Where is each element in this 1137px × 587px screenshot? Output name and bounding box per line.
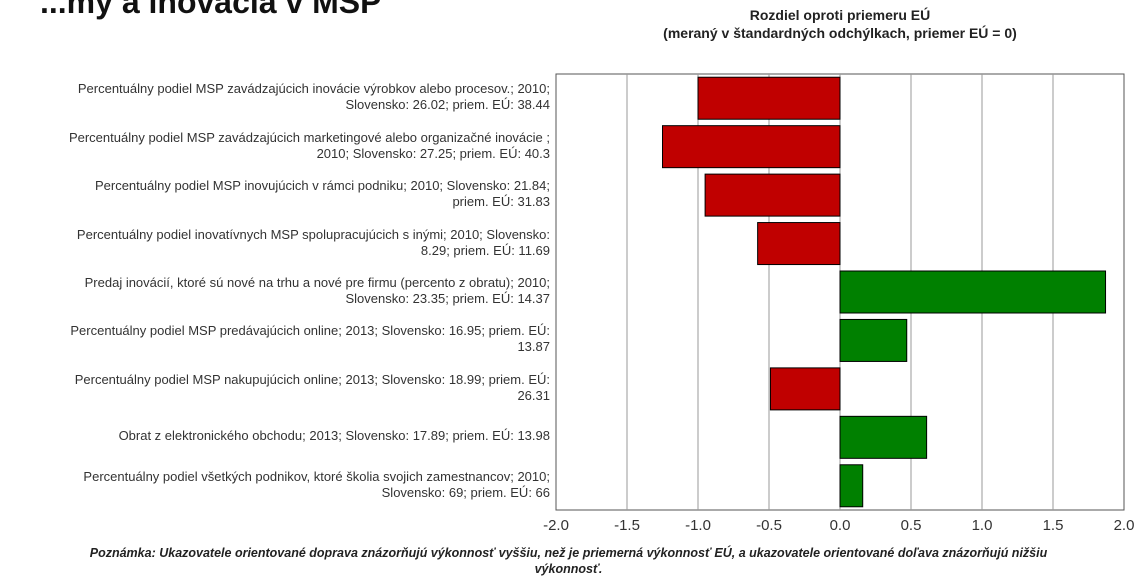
- chart-subtitle: (meraný v štandardných odchýlkach, priem…: [663, 25, 1017, 41]
- bar: [839, 318, 908, 362]
- category-label-line: Slovensko: 26.02; priem. EÚ: 38.44: [345, 97, 550, 113]
- category-label-line: Percentuálny podiel MSP nakupujúcich onl…: [74, 371, 550, 387]
- chart-note: Poznámka: Ukazovatele orientované doprav…: [0, 545, 1137, 577]
- category-label-line: 2010; Slovensko: 27.25; priem. EÚ: 40.3: [316, 145, 550, 161]
- category-label-line: Percentuálny podiel MSP predávajúcich on…: [70, 323, 550, 339]
- category-label-line: 13.87: [517, 339, 550, 355]
- category-label-line: priem. EÚ: 31.83: [452, 194, 550, 210]
- x-tick-label: -0.5: [756, 517, 782, 534]
- x-tick-label: -1.5: [614, 517, 640, 534]
- category-label-line: 26.31: [517, 387, 550, 403]
- bar: [697, 76, 841, 120]
- x-tick-label: 0.0: [829, 517, 851, 534]
- bar: [839, 415, 928, 459]
- bar: [757, 222, 841, 266]
- note-line-1: Poznámka: Ukazovatele orientované doprav…: [89, 546, 1048, 560]
- category-label-line: 8.29; priem. EÚ: 11.69: [420, 242, 550, 258]
- category-label: Percentuálny podiel inovatívnych MSP spo…: [0, 227, 550, 259]
- category-label-line: Percentuálny podiel MSP inovujúcich v rá…: [94, 178, 550, 194]
- category-label: Percentuálny podiel MSP inovujúcich v rá…: [0, 178, 550, 210]
- category-label: Predaj inovácií, ktoré sú nové na trhu a…: [0, 275, 550, 307]
- category-label: Obrat z elektronického obchodu; 2013; Sl…: [0, 428, 550, 444]
- cropped-heading: ...my a inovácia v MSP: [40, 0, 382, 20]
- bar: [662, 125, 841, 169]
- x-tick-label: -1.0: [685, 517, 711, 534]
- category-label-line: Percentuálny podiel MSP zavádzajúcich in…: [77, 81, 550, 97]
- category-label: Percentuálny podiel MSP nakupujúcich onl…: [0, 372, 550, 404]
- category-label-line: Percentuálny podiel všetkých podnikov, k…: [83, 468, 550, 484]
- bar: [839, 464, 864, 508]
- x-tick-label: 0.5: [900, 517, 922, 534]
- x-tick-label: -2.0: [543, 517, 569, 534]
- x-tick-label: 2.0: [1113, 517, 1135, 534]
- category-label-line: Percentuálny podiel inovatívnych MSP spo…: [76, 226, 550, 242]
- bar: [704, 173, 841, 217]
- category-label: Percentuálny podiel MSP predávajúcich on…: [0, 323, 550, 355]
- x-tick-label: 1.0: [971, 517, 993, 534]
- x-tick-label: 1.5: [1042, 517, 1064, 534]
- note-line-2: výkonnosť.: [534, 562, 603, 576]
- chart-title: Rozdiel oproti priemeru EÚ: [749, 7, 931, 23]
- category-label: Percentuálny podiel MSP zavádzajúcich ma…: [0, 130, 550, 162]
- category-label: Percentuálny podiel všetkých podnikov, k…: [0, 469, 550, 501]
- category-label-line: Predaj inovácií, ktoré sú nové na trhu a…: [84, 275, 550, 290]
- category-label-line: Slovensko: 23.35; priem. EÚ: 14.37: [345, 291, 550, 306]
- category-label-line: Percentuálny podiel MSP zavádzajúcich ma…: [68, 129, 550, 145]
- category-label-line: Slovensko: 69; priem. EÚ: 66: [381, 484, 550, 500]
- category-label-line: Obrat z elektronického obchodu; 2013; Sl…: [118, 428, 550, 444]
- bar: [839, 270, 1107, 314]
- bar: [769, 367, 841, 411]
- category-label: Percentuálny podiel MSP zavádzajúcich in…: [0, 81, 550, 113]
